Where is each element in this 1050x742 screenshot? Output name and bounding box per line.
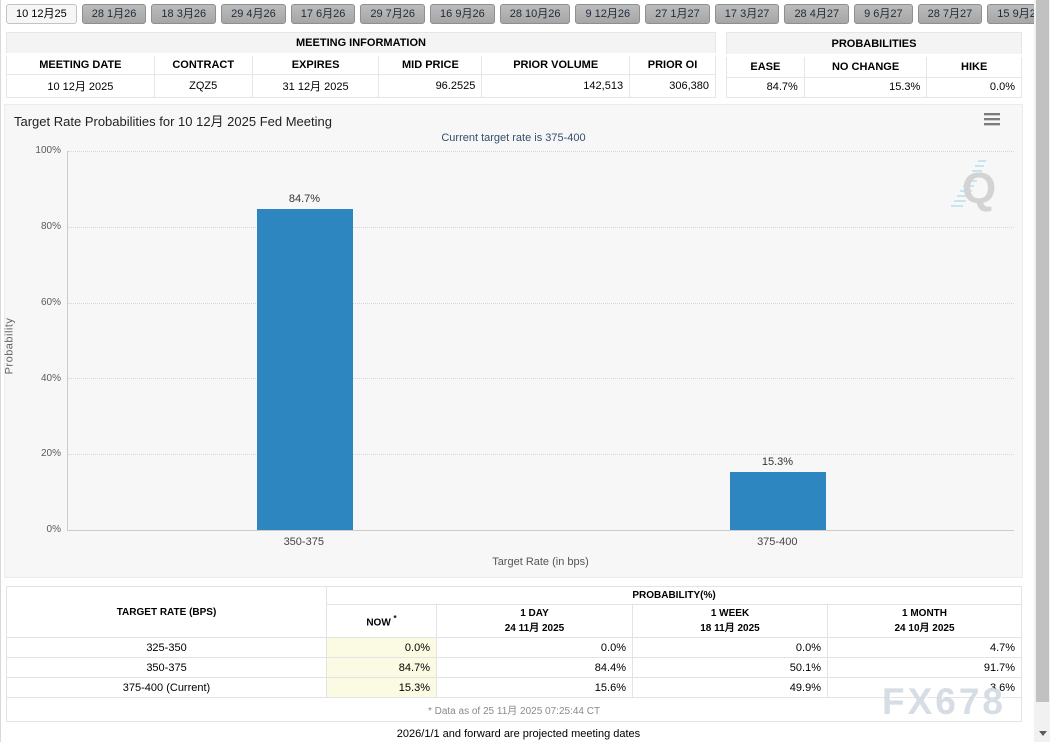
now-value: 15.3% (326, 677, 437, 698)
scrollbar-thumb[interactable] (1036, 0, 1049, 702)
day-value: 15.6% (436, 677, 633, 698)
col-prior-volume: PRIOR VOLUME (481, 54, 631, 75)
tab-meeting-date-14[interactable]: 15 9月27 (987, 4, 1034, 24)
scroll-down-button[interactable] (1034, 725, 1050, 742)
table-row-375-400-current: 375-400 (Current) 15.3% 15.6% 49.9% 3.6% (6, 677, 1023, 698)
week-value: 49.9% (632, 677, 828, 698)
tab-meeting-date-4[interactable]: 17 6月26 (290, 4, 356, 24)
col-expires: EXPIRES (251, 54, 380, 75)
day-value: 0.0% (436, 637, 633, 658)
meeting-date-tabs: 10 12月25 28 1月26 18 3月26 29 4月26 17 6月26… (1, 0, 1034, 28)
no-change-value: 15.3% (803, 76, 928, 99)
col-ease: EASE (726, 55, 805, 78)
meeting-date-value: 10 12月 2025 (6, 74, 155, 98)
chart-plot-area: 84.7% 15.3% (67, 151, 1014, 531)
tab-meeting-date-11[interactable]: 28 4月27 (784, 4, 850, 24)
projected-dates-note: 2026/1/1 and forward are projected meeti… (396, 728, 641, 740)
vertical-scrollbar[interactable] (1034, 0, 1050, 742)
target-rate-probability-chart: Target Rate Probabilities for 10 12月 202… (3, 104, 1023, 578)
tab-meeting-date-13[interactable]: 28 7月27 (917, 4, 983, 24)
tab-meeting-date-9[interactable]: 27 1月27 (645, 4, 710, 24)
day-value: 84.4% (436, 657, 633, 678)
probabilities-row: 84.7% 15.3% 0.0% (726, 76, 1022, 99)
contract-value: ZQZ5 (153, 74, 253, 98)
bar-375-400[interactable] (729, 472, 826, 530)
chart-title: Target Rate Probabilities for 10 12月 202… (14, 114, 332, 129)
mid-price-value: 96.2525 (378, 74, 483, 98)
col-now: NOW * (326, 604, 437, 638)
summary-tables-row: MEETING INFORMATION MEETING DATE CONTRAC… (6, 31, 1034, 99)
ytick-0: 0% (46, 524, 61, 535)
tab-meeting-date-0[interactable]: 10 12月25 (6, 4, 77, 24)
xaxis-title: Target Rate (in bps) (492, 556, 589, 568)
scroll-down-icon (1038, 731, 1047, 736)
probability-history-table: TARGET RATE (BPS) PROBABILITY(%) NOW * 1… (5, 586, 1023, 722)
chart-menu-icon[interactable] (984, 113, 1000, 126)
col-meeting-date: MEETING DATE (6, 54, 155, 75)
now-value: 0.0% (326, 637, 437, 658)
bar-value-label-0: 84.7% (288, 193, 321, 205)
meeting-information-row: 10 12月 2025 ZQZ5 31 12月 2025 96.2525 142… (6, 74, 716, 98)
col-group-probability: PROBABILITY(%) (325, 586, 1023, 605)
tab-meeting-date-2[interactable]: 18 3月26 (151, 4, 217, 24)
probability-history-section: TARGET RATE (BPS) PROBABILITY(%) NOW * 1… (5, 586, 1034, 740)
rate-label: 350-375 (6, 657, 327, 678)
col-1-week: 1 WEEK 18 11月 2025 (632, 604, 828, 638)
table-row-325-350: 325-350 0.0% 0.0% 0.0% 4.7% (6, 637, 1023, 658)
col-hike: HIKE (926, 55, 1022, 78)
hike-value: 0.0% (926, 76, 1022, 99)
tab-meeting-date-1[interactable]: 28 1月26 (81, 4, 147, 24)
xaxis-category-labels: 350-375 375-400 (67, 536, 1014, 548)
now-value: 84.7% (326, 657, 437, 678)
meeting-information-table: MEETING INFORMATION MEETING DATE CONTRAC… (6, 32, 716, 98)
quikstrike-watermark-icon: Q (951, 160, 996, 213)
meeting-information-caption: MEETING INFORMATION (6, 32, 716, 56)
bar-cell-350-375: 84.7% (68, 151, 541, 530)
expires-value: 31 12月 2025 (251, 74, 380, 98)
chart-subtitle: Current target rate is 375-400 (441, 132, 586, 144)
tab-meeting-date-8[interactable]: 9 12月26 (575, 4, 641, 24)
month-value: 3.6% (826, 677, 1023, 698)
tab-meeting-date-12[interactable]: 9 6月27 (854, 4, 913, 24)
tab-meeting-date-6[interactable]: 16 9月26 (430, 4, 495, 24)
tab-meeting-date-7[interactable]: 28 10月26 (499, 4, 571, 24)
svg-text:Q: Q (962, 164, 996, 213)
col-no-change: NO CHANGE (803, 55, 928, 78)
col-1-month: 1 MONTH 24 10月 2025 (826, 604, 1023, 638)
tab-meeting-date-5[interactable]: 29 7月26 (360, 4, 426, 24)
prior-volume-value: 142,513 (481, 74, 631, 98)
xlabel-350-375: 350-375 (283, 536, 324, 548)
bar-350-375[interactable] (256, 209, 353, 530)
bar-cell-375-400: 15.3% (541, 151, 1014, 530)
ytick-100: 100% (35, 145, 61, 156)
ease-value: 84.7% (726, 76, 805, 99)
tab-meeting-date-3[interactable]: 29 4月26 (221, 4, 286, 24)
ytick-60: 60% (40, 297, 61, 308)
col-prior-oi: PRIOR OI (629, 54, 716, 75)
week-value: 50.1% (632, 657, 828, 678)
ytick-40: 40% (40, 373, 61, 384)
rate-label: 375-400 (Current) (6, 677, 327, 698)
yaxis-title: Probability (3, 317, 16, 375)
bar-value-label-1: 15.3% (761, 456, 794, 469)
month-value: 4.7% (826, 637, 1023, 658)
tab-meeting-date-10[interactable]: 17 3月27 (714, 4, 780, 24)
xlabel-375-400: 375-400 (757, 536, 798, 548)
ytick-80: 80% (40, 221, 61, 232)
ytick-20: 20% (40, 448, 61, 459)
rate-label: 325-350 (6, 637, 327, 658)
week-value: 0.0% (632, 637, 828, 658)
col-target-rate-bps: TARGET RATE (BPS) (6, 586, 327, 638)
data-asof-footnote: * Data as of 25 11月 2025 07:25:44 CT (5, 697, 1023, 722)
month-value: 91.7% (826, 657, 1023, 678)
col-contract: CONTRACT (153, 54, 253, 75)
probabilities-table: PROBABILITIES EASE NO CHANGE HIKE 84.7% … (726, 31, 1022, 99)
col-1-day: 1 DAY 24 11月 2025 (436, 604, 633, 638)
probabilities-caption: PROBABILITIES (726, 31, 1022, 58)
col-mid-price: MID PRICE (378, 54, 483, 75)
table-row-350-375: 350-375 84.7% 84.4% 50.1% 91.7% (6, 657, 1023, 678)
prior-oi-value: 306,380 (629, 74, 716, 98)
